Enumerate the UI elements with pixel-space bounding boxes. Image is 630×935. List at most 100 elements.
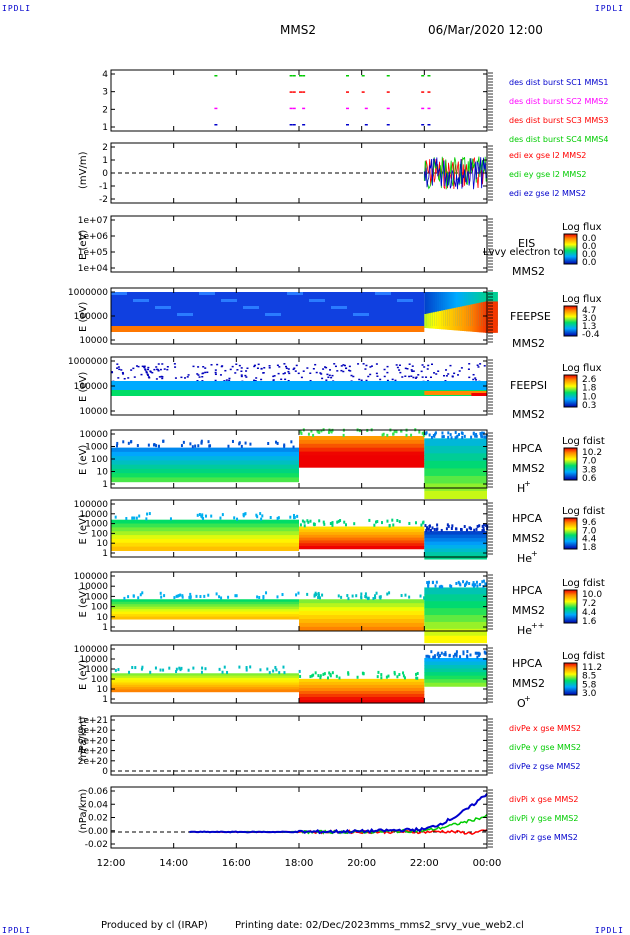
heatmap-speckle-hpca_o [200,670,203,674]
heatmap-speckle-hpca_h [207,440,210,444]
heatmap-speckle-feepsi [357,363,360,365]
heatmap-cell-hpca_hepp [299,611,425,616]
heatmap-speckle-feepsi [148,377,151,379]
heatmap-speckle-feepsi [130,369,133,371]
heatmap-speckle-hpca_hepp [276,595,279,599]
colorbar-2 [563,233,578,265]
heatmap-speckle-hpca_o [299,674,302,678]
heatmap-speckle-hpca_o [376,675,379,679]
heatmap-speckle-hpca_o [444,653,447,657]
heatmap-speckle-hpca_he [244,512,247,516]
legend-0-3: des dist burst SC4 MMS4 [509,135,608,144]
heatmap-speckle-hpca_hepp [262,595,265,599]
heatmap-speckle-hpca_h [342,433,345,437]
heatmap-speckle-hpca_o [426,654,429,658]
heatmap-speckle-hpca_o [347,672,350,676]
heatmap-speckle-hpca_hepp [465,580,468,584]
heatmap-speckle-hpca_o [443,652,446,656]
legend-0-1: des dist burst SC2 MMS2 [509,97,608,106]
colorbar-tick-5-0: 10.2 [582,448,602,458]
heatmap-cell-hpca_hepp [424,608,487,616]
heatmap-speckle-hpca_he [196,513,199,517]
heatmap-cell-hpca_h [424,453,487,462]
heatmap-speckle-hpca_hepp [438,585,441,589]
heatmap-speckle-feepsi [174,377,177,379]
heatmap-speckle-feepsi [287,368,290,370]
burst-mark-SC3-8 [427,91,431,93]
heatmap-speckle-feepsi [292,368,295,371]
y-tick-label-1-3: 1 [102,156,108,166]
label-hpca_hepp-0: HPCA [512,584,543,597]
heatmap-speckle-hpca_o [323,672,326,676]
heatmap-speckle-hpca_h [400,429,403,433]
heatmap-speckle-feepsi [235,363,238,365]
heatmap-speckle-hpca_he [198,513,201,517]
heatmap-speckle-hpca_he [469,526,472,530]
burst-mark-SC3-1 [292,91,296,93]
heatmap-speckle-hpca_hepp [177,594,180,598]
heatmap-speckle-hpca_hepp [365,595,368,599]
heatmap-speckle-feepsi [253,379,256,382]
heatmap-speckle-hpca_hepp [419,594,422,598]
heatmap-cell-hpca_h [111,460,299,466]
heatmap-speckle-hpca_he [146,512,149,516]
heatmap-cell-hpca_o [111,689,299,693]
heatmap-speckle-hpca_h [300,431,303,435]
heatmap-speckle-hpca_o [154,666,157,670]
divpi-trace-z [189,793,488,835]
heatmap-speckle-feepsi [120,369,123,371]
heatmap-speckle-hpca_he [133,516,136,520]
heatmap-cell-hpca_o [424,679,487,684]
heatmap-speckle-hpca_he [131,516,134,520]
heatmap-speckle-hpca_he [353,522,356,526]
heatmap-speckle-feepsi [329,369,332,371]
heatmap-cell-hpca_he [424,548,487,553]
heatmap-speckle-hpca_hepp [431,580,434,584]
label-eis-0: EIS [518,237,535,250]
heatmap-speckle-hpca_hepp [139,593,142,597]
heatmap-speckle-hpca_o [322,672,325,676]
heatmap-speckle-hpca_he [201,513,204,517]
heatmap-speckle-hpca_h [244,441,247,445]
heatmap-speckle-hpca_h [481,431,484,435]
heatmap-speckle-feepsi [216,363,219,366]
y-tick-label-7-5: 100000 [74,572,109,582]
heatmap-speckle-hpca_he [299,523,302,527]
heatmap-speckle-hpca_he [396,519,399,523]
heatmap-speckle-hpca_he [289,515,292,519]
heatmap-speckle-hpca_he [435,528,438,532]
y-tick-label-0-0: 1 [102,123,108,133]
heatmap-speckle-hpca_o [128,670,131,674]
label-hpca_h-2: H [517,482,525,495]
heatmap-speckle-feepsi [204,371,207,374]
heatmap-speckle-feepsi [415,376,418,379]
heatmap-speckle-hpca_h [189,442,192,446]
label-hpca_he-0: HPCA [512,512,543,525]
burst-mark-SC4-7 [386,75,390,77]
heatmap-speckle-feepsi [410,375,413,377]
heatmap-speckle-hpca_o [356,675,359,679]
heatmap-speckle-hpca_he [482,526,485,530]
heatmap-speckle-feepsi [333,363,336,365]
heatmap-cell-hpca_o [111,682,299,686]
heatmap-speckle-hpca_o [319,676,322,680]
heatmap-speckle-feepsi [244,374,247,377]
heatmap-speckle-feepsi [325,366,328,369]
heatmap-speckle-feepsi [268,365,271,367]
heatmap-texture-feepse [353,313,369,316]
heatmap-speckle-feepsi [277,372,280,375]
heatmap-speckle-feepsi [442,374,445,377]
heatmap-speckle-hpca_he [318,519,321,523]
heatmap-speckle-hpca_he [242,513,245,517]
heatmap-speckle-feepsi [147,376,150,378]
panel-frame-2 [110,215,488,273]
heatmap-speckle-hpca_h [197,444,200,448]
heatmap-speckle-feepsi [458,370,461,372]
heatmap-speckle-hpca_h [442,435,445,439]
heatmap-speckle-feepsi [396,366,399,369]
heatmap-speckle-hpca_hepp [319,596,322,600]
heatmap-speckle-feepsi [474,377,477,379]
edi-trace-2 [423,157,487,190]
heatmap-cell-hpca_he [299,537,425,541]
y-axis-label-hpca_h: E (eV) [78,445,89,475]
